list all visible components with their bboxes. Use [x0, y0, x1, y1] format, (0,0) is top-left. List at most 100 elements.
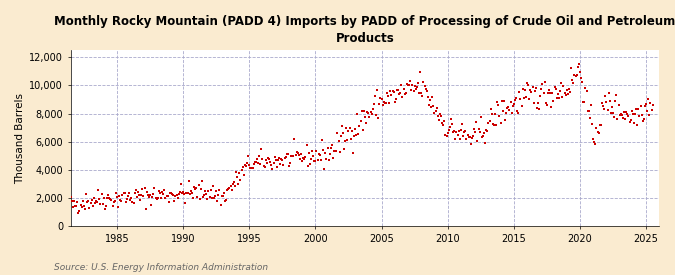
Point [494, 114, 505, 118]
Point [230, 184, 240, 188]
Point [202, 197, 213, 201]
Point [88, 196, 99, 200]
Point [324, 152, 335, 156]
Point [534, 107, 545, 111]
Point [506, 111, 517, 115]
Point [567, 78, 578, 82]
Point [254, 153, 265, 158]
Point [107, 204, 118, 208]
Point [169, 199, 180, 203]
Point [160, 196, 171, 200]
Point [516, 103, 527, 108]
Point [74, 209, 85, 214]
Point [372, 88, 383, 93]
Point [182, 191, 193, 195]
Point [466, 141, 477, 146]
Point [480, 141, 491, 145]
Point [285, 161, 296, 166]
Point [622, 112, 632, 117]
Point [625, 118, 636, 122]
Point [449, 129, 460, 133]
Point [277, 157, 288, 162]
Point [170, 194, 181, 198]
Point [71, 204, 82, 208]
Text: Source: U.S. Energy Information Administration: Source: U.S. Energy Information Administ… [54, 263, 268, 272]
Point [572, 65, 583, 69]
Point [96, 192, 107, 196]
Point [138, 194, 148, 199]
Point [477, 134, 488, 138]
Point [387, 89, 398, 93]
Point [92, 200, 103, 204]
Point [162, 194, 173, 199]
Point [495, 121, 506, 126]
Point [525, 88, 536, 92]
Point [137, 186, 148, 191]
Point [296, 152, 306, 156]
Point [213, 192, 224, 197]
Point [496, 99, 507, 103]
Point [549, 85, 560, 89]
Point [600, 93, 611, 98]
Point [104, 196, 115, 200]
Point [554, 96, 564, 100]
Point [165, 191, 176, 195]
Point [140, 207, 151, 211]
Point [408, 89, 419, 94]
Point [390, 97, 401, 102]
Point [352, 112, 362, 116]
Point [117, 192, 128, 197]
Point [473, 126, 484, 131]
Point [407, 82, 418, 87]
Point [379, 99, 389, 104]
Point [386, 93, 397, 97]
Point [325, 146, 336, 151]
Point [423, 95, 433, 99]
Point [433, 114, 443, 119]
Point [313, 158, 323, 163]
Point [228, 180, 239, 185]
Point [236, 168, 247, 172]
Point [232, 175, 242, 179]
Point [425, 97, 435, 102]
Point [581, 89, 592, 94]
Point [369, 102, 379, 106]
Point [553, 92, 564, 97]
Point [402, 82, 412, 86]
Point [472, 139, 483, 144]
Point [555, 89, 566, 93]
Point [454, 128, 464, 133]
Point [535, 94, 545, 99]
Point [608, 111, 618, 115]
Point [599, 107, 610, 111]
Point [127, 200, 138, 205]
Point [219, 199, 230, 203]
Point [367, 107, 378, 111]
Point [73, 210, 84, 215]
Point [200, 189, 211, 193]
Point [454, 137, 465, 141]
Point [198, 194, 209, 199]
Point [156, 195, 167, 200]
Point [298, 156, 308, 161]
Point [433, 118, 444, 122]
Point [389, 100, 400, 104]
Point [508, 101, 519, 106]
Point [317, 138, 327, 142]
Point [292, 151, 303, 155]
Point [336, 124, 347, 128]
Point [290, 153, 301, 158]
Point [344, 125, 355, 130]
Point [109, 199, 120, 203]
Point [243, 154, 254, 158]
Point [522, 82, 533, 87]
Point [122, 197, 132, 201]
Point [338, 130, 348, 135]
Point [113, 205, 124, 209]
Point [500, 118, 510, 122]
Point [69, 199, 80, 204]
Point [227, 182, 238, 186]
Point [348, 150, 358, 155]
Point [462, 133, 473, 137]
Point [639, 117, 649, 121]
